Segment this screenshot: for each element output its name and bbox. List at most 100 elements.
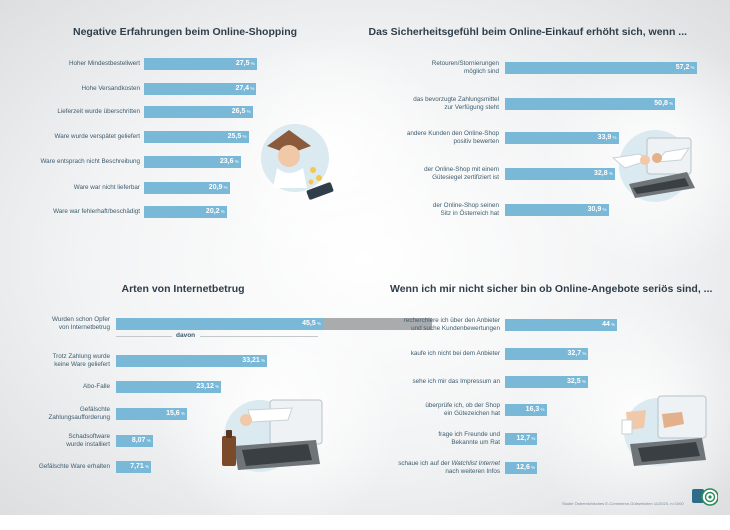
data-label-unit: %	[241, 134, 247, 139]
category-label-line: sehe ich mir das Impressum an	[412, 378, 501, 385]
category-label-line: nach weiteren Infos	[445, 468, 500, 475]
category-label: der Online-Shop seinen Sitz in Österreich…	[433, 202, 499, 218]
data-label-value: 32,7	[567, 350, 582, 357]
category-label-line: Abo-Falle	[83, 383, 110, 390]
category-label: Retouren/Stornierungen möglich sind	[432, 60, 499, 76]
data-bar	[116, 355, 268, 367]
chart-title: Negative Erfahrungen beim Online-Shoppin…	[73, 26, 298, 38]
data-label-value: 50,8	[654, 100, 668, 107]
category-label-line: Hoher Mindestbestellwert	[68, 60, 140, 67]
category-label-line: recherchiere ich über den Anbieter	[403, 317, 500, 324]
source-note: Studie Österreichisches E-Commerce-Gütez…	[562, 501, 684, 506]
data-label-value: 20,2	[205, 208, 220, 215]
data-bar	[505, 204, 609, 216]
data-bar	[116, 381, 222, 393]
data-label: 27,4 %	[214, 83, 254, 95]
data-label-value: 57,2	[675, 64, 690, 71]
data-label-unit: %	[259, 358, 266, 363]
shopping-person-icon	[261, 124, 334, 200]
category-label: Wurden schon Opfer von Internetbetrug	[52, 316, 110, 332]
data-label-value: 30,9	[587, 206, 602, 213]
category-label-line: andere Kunden den Online-Shop	[406, 130, 499, 137]
category-label-line: Schadsoftware	[68, 433, 110, 440]
data-label: 27,5 %	[215, 58, 255, 70]
category-label-line: positiv bewerten	[453, 138, 499, 145]
data-label-unit: %	[667, 101, 674, 106]
data-label-value: 32,8	[593, 170, 608, 177]
chart-title: Wenn ich mir nicht sicher bin ob Online-…	[390, 283, 713, 295]
data-label-value: 20,9	[208, 184, 223, 191]
data-label: 20,9 %	[188, 182, 228, 194]
data-label: 15,6 %	[145, 408, 185, 420]
category-label: der Online-Shop mit einem Gütesiegel zert…	[424, 166, 499, 182]
chart-title: Das Sicherheitsgefühl beim Online-Einkau…	[368, 26, 688, 38]
data-bar	[116, 435, 153, 447]
data-bar	[505, 98, 676, 110]
data-label-value: 8,07	[131, 437, 146, 444]
category-label: das bevorzugte Zahlungsmittel zur Verfügu…	[413, 96, 499, 112]
data-label: 8,07 %	[111, 435, 151, 447]
category-label-line: Trotz Zahlung wurde	[52, 353, 110, 360]
data-label-unit: %	[601, 207, 607, 212]
data-label-unit: %	[222, 185, 228, 190]
data-label-unit: %	[245, 109, 251, 114]
data-label-value: 7,71	[130, 463, 144, 470]
fraud-laptop-icon	[222, 399, 323, 472]
data-bar	[505, 462, 538, 474]
data-label-unit: %	[249, 61, 255, 66]
data-label-unit: %	[581, 351, 587, 356]
data-label: 25,5 %	[207, 131, 247, 143]
category-label-line: ein Gütezeichen hat	[443, 410, 500, 417]
category-label: Gefälschte Zahlungsaufforderung	[49, 406, 111, 422]
category-label: Ware war fehlerhaft/beschädigt	[53, 208, 140, 216]
data-label: 12,6 %	[495, 462, 535, 474]
separator-line	[116, 336, 172, 337]
data-label-unit: %	[530, 436, 536, 441]
data-label: 20,2 %	[185, 206, 225, 218]
data-label-unit: %	[580, 379, 586, 384]
category-label-line: der Online-Shop seinen	[432, 202, 499, 209]
data-label-unit: %	[611, 135, 617, 140]
category-label-line: kaufe ich nicht bei dem Anbieter	[410, 350, 500, 357]
category-label-line: möglich sind	[464, 68, 499, 75]
category-label: Hohe Versandkosten	[82, 85, 140, 93]
category-label-line: zur Verfügung steht	[444, 104, 499, 111]
data-label-value: 12,6	[516, 464, 530, 471]
remainder-bar	[323, 318, 433, 330]
data-label: 32,7 %	[546, 348, 586, 360]
category-label-line: Hohe Versandkosten	[81, 85, 140, 92]
category-label-line: Ware entsprach nicht Beschreibung	[40, 158, 140, 165]
data-label-unit: %	[529, 465, 536, 470]
data-label: 50,8 %	[633, 98, 673, 110]
data-bar	[116, 408, 187, 420]
data-label: 30,9 %	[567, 204, 607, 216]
category-label: Lieferzeit wurde überschritten	[57, 108, 140, 116]
category-label: recherchiere ich über den Anbieter und su…	[404, 317, 500, 333]
data-label: 33,9 %	[577, 132, 617, 144]
data-label: 44 %	[575, 319, 615, 331]
data-label-value: 44	[602, 321, 610, 328]
category-label-line: Lieferzeit wurde überschritten	[57, 108, 140, 115]
category-label-line: wurde installiert	[66, 441, 110, 448]
data-label: 16,3 %	[505, 404, 545, 416]
category-label-line: das bevorzugte Zahlungsmittel	[413, 96, 499, 103]
category-label-line: und suche Kundenbewertungen	[411, 325, 500, 332]
data-label: 23,6 %	[199, 156, 239, 168]
data-bar	[144, 131, 249, 143]
category-label-line: keine Ware geliefert	[54, 361, 110, 368]
data-label: 32,5 %	[546, 376, 586, 388]
category-label-line: schaue ich auf der Watchlist Internet	[398, 460, 500, 467]
category-label-line: von Internetbetrug	[58, 324, 110, 331]
category-label: Abo-Falle	[83, 383, 110, 391]
data-label-value: 26,5	[231, 108, 246, 115]
watchlist-emphasis: Watchlist Internet	[451, 460, 500, 467]
data-bar	[505, 404, 547, 416]
data-bar	[505, 168, 615, 180]
data-label-value: 25,5	[227, 133, 242, 140]
category-label-line: Ware war nicht lieferbar	[73, 184, 140, 191]
data-label-unit: %	[145, 438, 151, 443]
thumbs-up-laptop-icon	[621, 395, 707, 466]
category-label-line: Gütesiegel zertifiziert ist	[432, 174, 499, 181]
data-label: 57,2 %	[655, 62, 695, 74]
data-label-unit: %	[315, 321, 322, 326]
